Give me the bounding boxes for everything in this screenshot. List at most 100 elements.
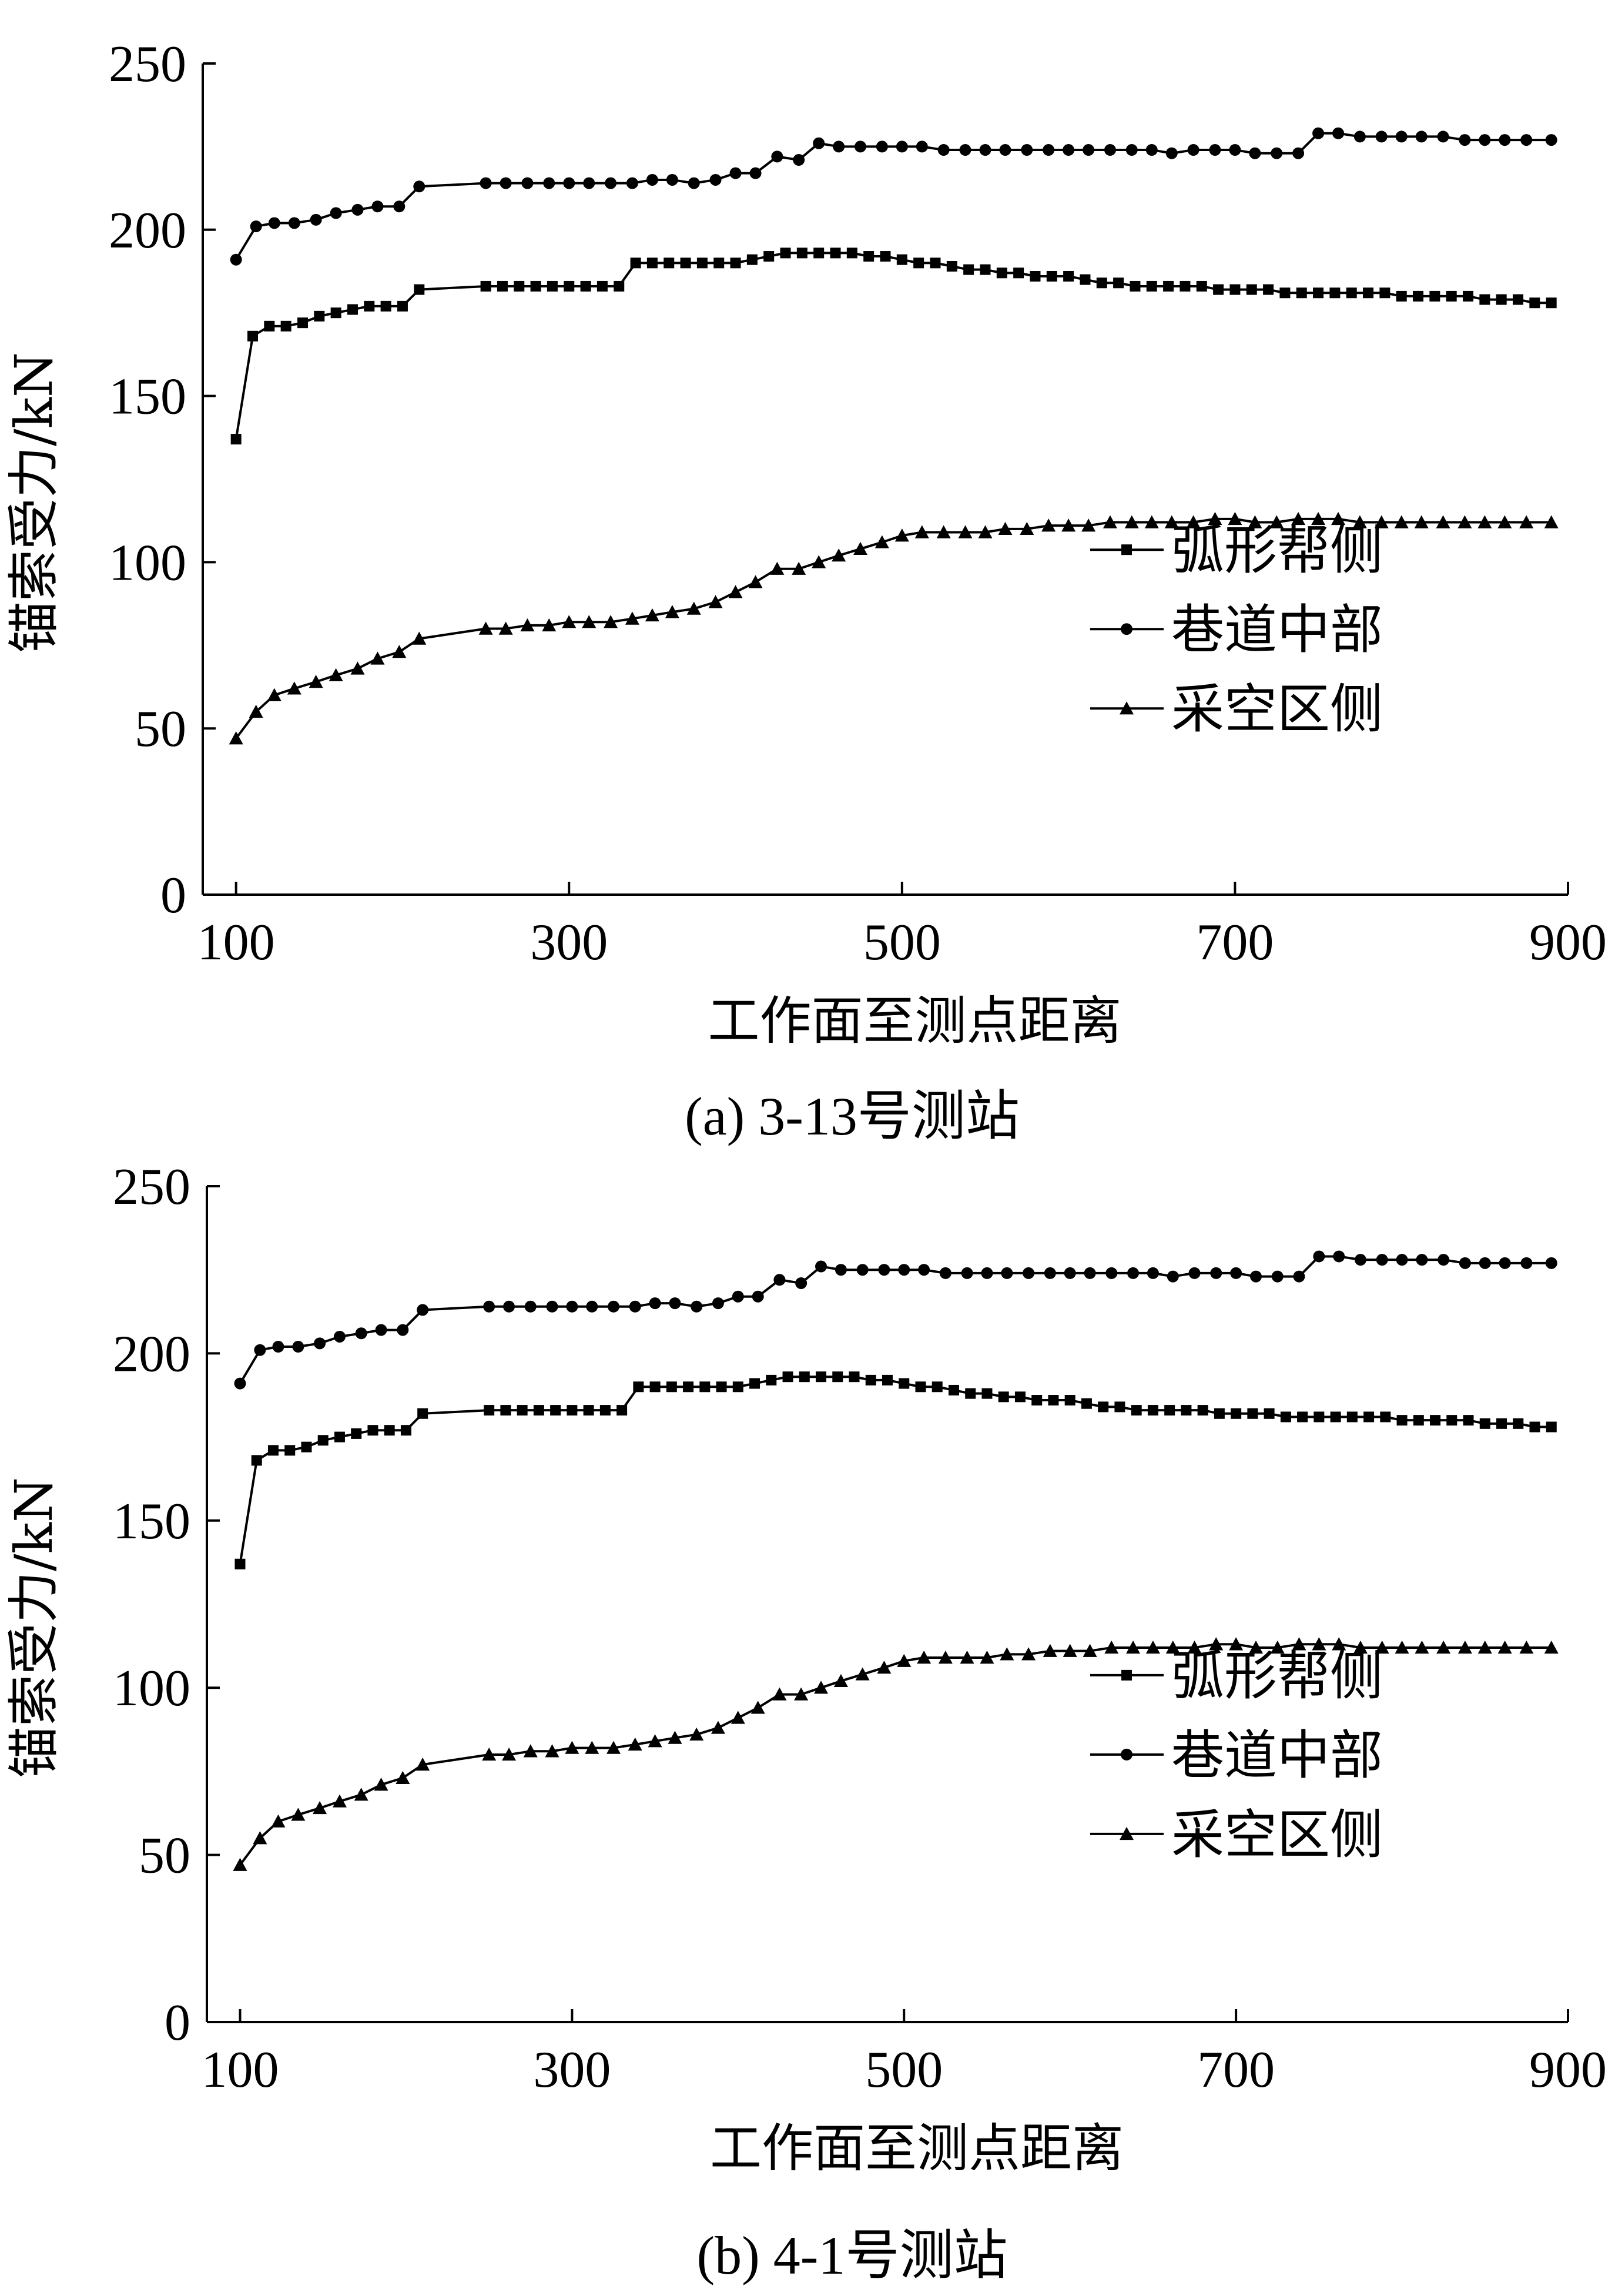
data-point <box>1332 127 1345 139</box>
data-point <box>799 1371 810 1383</box>
data-point <box>980 1651 994 1664</box>
data-point <box>1363 1411 1375 1423</box>
data-point <box>1231 1408 1242 1419</box>
data-point <box>384 1425 395 1436</box>
data-point <box>713 257 725 269</box>
data-point <box>417 1304 429 1316</box>
chart-caption: (b) 4-1号测站 <box>697 2225 1008 2285</box>
data-point <box>332 1794 347 1808</box>
data-point <box>1114 1401 1125 1413</box>
data-point <box>1519 1640 1534 1654</box>
data-point <box>961 1267 973 1279</box>
data-point <box>351 1428 362 1439</box>
data-point <box>396 1770 410 1784</box>
data-point <box>1363 287 1374 299</box>
data-point <box>1048 1395 1059 1406</box>
data-point <box>1346 287 1357 299</box>
data-point <box>347 304 358 315</box>
data-point <box>1271 1270 1284 1283</box>
data-point <box>284 1445 296 1456</box>
data-point <box>1292 147 1305 159</box>
data-point <box>1332 1637 1346 1651</box>
data-point <box>913 257 924 269</box>
data-point <box>393 200 406 213</box>
data-point <box>1430 1415 1441 1426</box>
data-point <box>503 1300 515 1313</box>
data-point <box>1014 1391 1026 1403</box>
data-point <box>416 1758 430 1771</box>
data-point <box>1311 511 1326 526</box>
x-tick-label: 100 <box>201 2041 279 2098</box>
data-point <box>1479 1418 1490 1429</box>
data-point <box>1437 130 1449 143</box>
data-point <box>329 668 343 681</box>
data-point <box>896 140 908 153</box>
data-point <box>585 1741 599 1754</box>
data-point <box>1263 284 1274 295</box>
data-point <box>498 621 513 635</box>
legend-marker <box>1121 1669 1132 1681</box>
data-point <box>998 1391 1009 1403</box>
data-point <box>894 528 909 542</box>
data-point <box>749 1378 760 1389</box>
data-point <box>502 1747 517 1761</box>
data-point <box>1529 1421 1540 1433</box>
data-point <box>1293 1270 1305 1283</box>
data-point <box>1379 287 1390 299</box>
data-point <box>916 140 928 153</box>
data-point <box>833 1674 848 1688</box>
data-point <box>1296 287 1307 299</box>
data-point <box>1436 1640 1451 1654</box>
data-point <box>665 605 679 618</box>
data-point <box>1044 1267 1056 1279</box>
data-point <box>1030 270 1041 282</box>
chart-panel-a: 0 50 100 150 200 250 100 300 500 700 900 工作面至测点距离 锚索… <box>4 36 1607 1146</box>
data-point <box>1497 1640 1512 1654</box>
data-point <box>1013 267 1024 279</box>
series-square <box>230 247 1557 445</box>
data-point <box>763 251 775 262</box>
data-point <box>1145 1640 1160 1654</box>
x-tick-label: 500 <box>863 914 941 971</box>
data-point <box>830 247 841 259</box>
data-point <box>849 1371 860 1383</box>
data-point <box>813 137 825 149</box>
data-point <box>746 254 758 265</box>
data-point <box>497 280 508 292</box>
data-point <box>1415 130 1428 143</box>
data-point <box>688 177 700 189</box>
data-point <box>981 1267 993 1279</box>
series-triangle <box>229 511 1559 745</box>
data-point <box>998 521 1013 535</box>
data-point <box>233 1857 247 1871</box>
data-point <box>1270 1640 1285 1654</box>
data-point <box>1181 1405 1192 1416</box>
data-point <box>772 1687 787 1701</box>
data-point <box>1046 270 1057 282</box>
data-point <box>1395 130 1408 143</box>
x-tick-label: 300 <box>533 2041 611 2098</box>
data-point <box>833 140 845 153</box>
data-point <box>247 330 258 342</box>
data-point <box>832 548 846 562</box>
data-point <box>730 257 741 269</box>
data-point <box>317 1435 329 1446</box>
data-point <box>1520 134 1533 146</box>
data-point <box>625 611 639 625</box>
data-point <box>1125 144 1138 156</box>
data-point <box>960 1651 974 1664</box>
data-point <box>1446 1415 1457 1426</box>
data-point <box>1291 511 1306 526</box>
data-point <box>731 1711 745 1724</box>
data-point <box>936 525 951 538</box>
data-point <box>1001 1267 1013 1279</box>
data-point <box>1196 280 1207 292</box>
data-point <box>855 1667 870 1681</box>
data-point <box>1520 1257 1533 1269</box>
legend-entry: 巷道中部 <box>1171 599 1383 661</box>
data-point <box>397 300 408 312</box>
data-point <box>1213 284 1224 295</box>
data-point <box>773 1274 786 1286</box>
data-point <box>770 561 785 575</box>
